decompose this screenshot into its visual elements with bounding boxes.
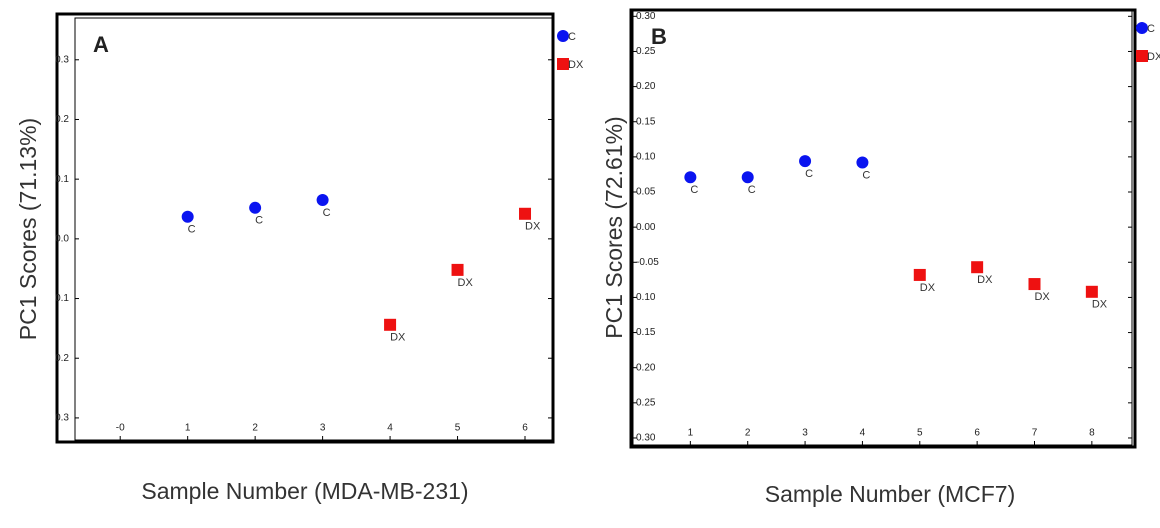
marker-square: [451, 263, 464, 276]
x-tick-label: 1: [185, 423, 191, 434]
y-tick-label: 0.10: [636, 292, 656, 303]
x-tick-label: 4: [860, 428, 866, 439]
x-tick-label: 2: [745, 428, 751, 439]
marker-circle: [316, 194, 329, 207]
x-tick-label: 3: [320, 423, 326, 434]
point-label: C: [862, 169, 870, 181]
y-tick-label: 0.15: [636, 116, 656, 127]
plot-area: [74, 17, 553, 441]
marker-square: [557, 58, 569, 70]
point-label: C: [255, 215, 263, 227]
point-label: C: [323, 207, 331, 219]
point-label: DX: [977, 274, 993, 286]
marker-circle: [856, 156, 869, 169]
point-label: C: [748, 184, 756, 196]
marker-circle: [1136, 22, 1148, 34]
y-tick-label: 0.30: [636, 433, 656, 444]
x-tick-label: 6: [974, 428, 980, 439]
y-tick-label: -0.05: [636, 257, 659, 268]
marker-square: [519, 207, 532, 220]
y-tick-label: 0.3: [55, 54, 69, 65]
y-tick-label: 0.05: [636, 187, 656, 198]
marker-square: [384, 318, 397, 331]
x-tick-label: 8: [1089, 428, 1095, 439]
y-tick-label: 0.2: [55, 114, 69, 125]
point-label: C: [690, 184, 698, 196]
y-tick-label: 0.15: [636, 327, 656, 338]
x-tick-label: 5: [455, 423, 461, 434]
y-tick-label: 0.20: [636, 362, 656, 373]
y-tick-label: 0.1: [55, 293, 69, 304]
x-tick-label: 6: [522, 423, 528, 434]
y-tick-label: 0.00: [636, 222, 656, 233]
marker-square: [1085, 285, 1098, 298]
x-tick-label: 4: [387, 423, 393, 434]
y-tick-label: 0.10: [636, 152, 656, 163]
point-label: DX: [525, 221, 541, 233]
y-tick-label: 0.25: [636, 397, 656, 408]
marker-circle: [799, 155, 812, 168]
x-axis-title: Sample Number (MDA-MB-231): [141, 478, 468, 504]
x-tick-label: -0: [116, 423, 125, 434]
point-label: DX: [1034, 291, 1050, 303]
marker-square: [971, 261, 984, 274]
marker-circle: [249, 201, 262, 214]
y-tick-label: 0.20: [636, 81, 656, 92]
y-tick-label: 0.3: [55, 413, 69, 424]
x-tick-label: 7: [1032, 428, 1038, 439]
point-label: C: [188, 224, 196, 236]
marker-square: [913, 268, 926, 281]
point-label: DX: [458, 277, 474, 289]
marker-square: [1136, 50, 1148, 62]
y-axis-title: PC1 Scores (71.13%): [15, 118, 41, 340]
point-label: DX: [920, 282, 936, 294]
point-label: C: [805, 168, 813, 180]
plot-frame: [55, 12, 555, 444]
point-label: DX: [390, 332, 406, 344]
plot-area: [632, 9, 1133, 446]
x-tick-label: 5: [917, 428, 923, 439]
y-tick-label: 0.2: [55, 353, 69, 364]
x-tick-label: 1: [688, 428, 694, 439]
y-tick-label: 0.0: [55, 233, 69, 244]
legend-label: DX: [568, 59, 584, 71]
point-label: DX: [1092, 299, 1108, 311]
y-tick-label: 0.1: [55, 174, 69, 185]
y-tick-label: 0.25: [636, 46, 656, 57]
y-tick-label: 0.30: [636, 11, 656, 22]
marker-circle: [684, 171, 697, 184]
x-tick-label: 3: [802, 428, 808, 439]
legend-label: DX: [1147, 51, 1160, 63]
panel-label: B: [651, 24, 667, 49]
marker-circle: [557, 30, 569, 42]
marker-circle: [741, 171, 754, 184]
marker-square: [1028, 278, 1041, 291]
marker-circle: [181, 210, 194, 223]
legend-label: C: [1147, 23, 1155, 35]
plot-frame: [629, 8, 1137, 449]
x-axis-title: Sample Number (MCF7): [765, 481, 1016, 507]
y-axis-title: PC1 Scores (72.61%): [601, 116, 627, 338]
legend-label: C: [568, 31, 576, 43]
panel-label: A: [93, 32, 109, 57]
x-tick-label: 2: [252, 423, 258, 434]
